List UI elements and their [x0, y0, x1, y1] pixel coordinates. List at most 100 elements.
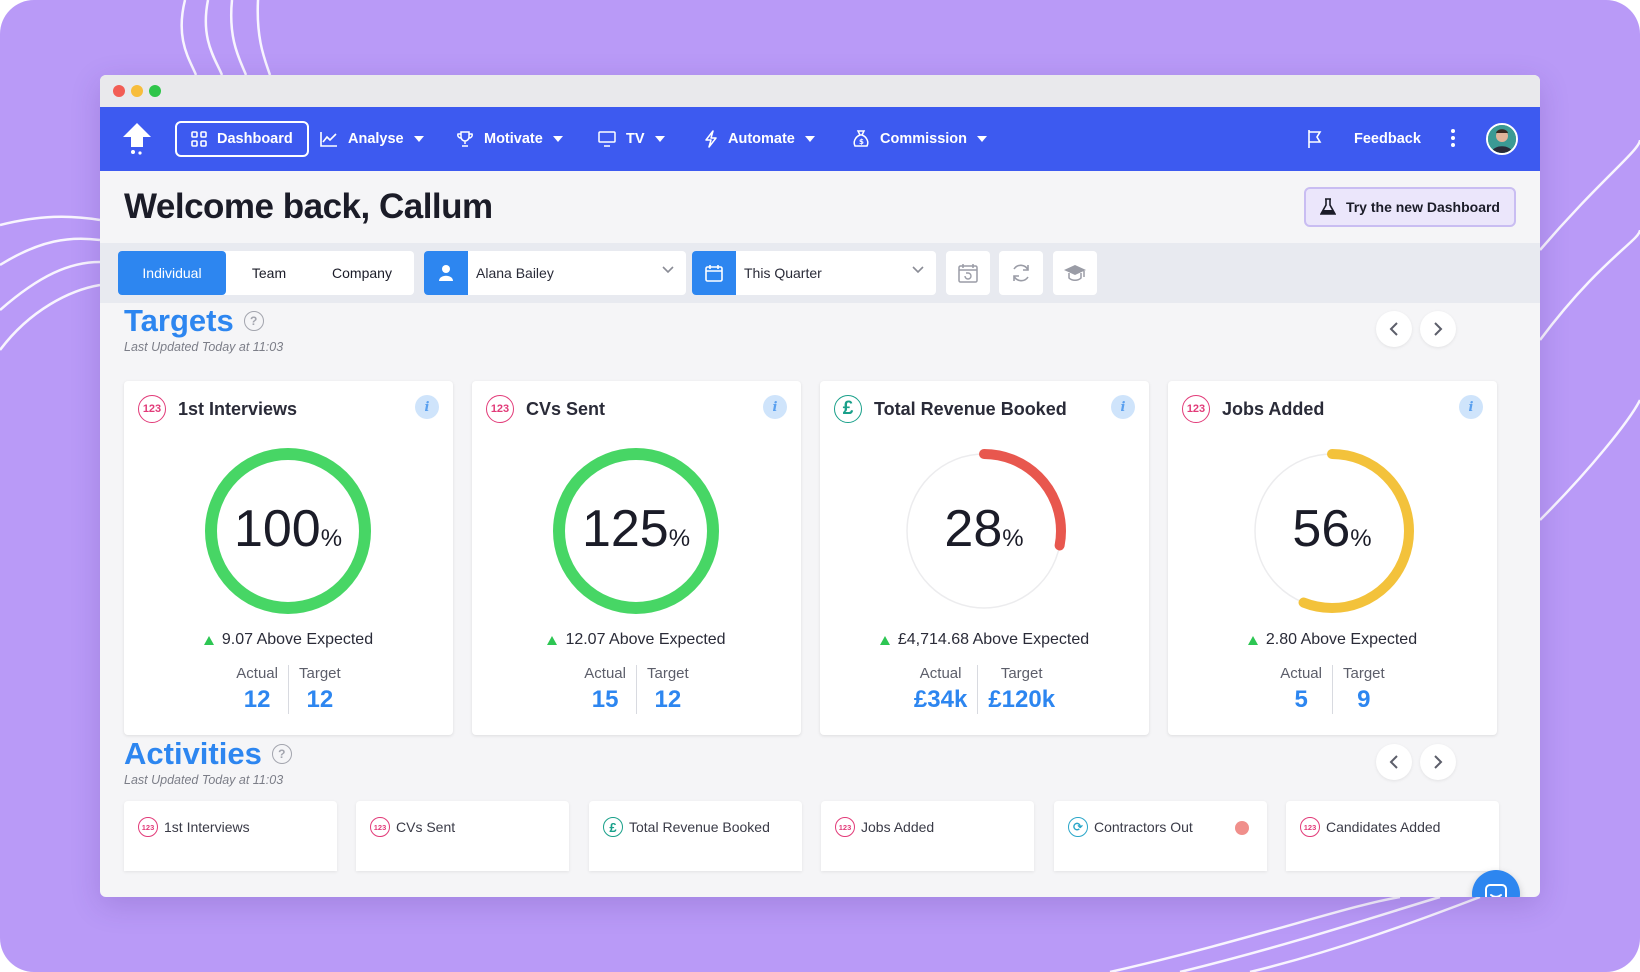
info-icon[interactable]: i: [763, 395, 787, 419]
target-value: £120k: [988, 686, 1056, 713]
count-badge-icon: 123: [138, 395, 166, 423]
try-new-dashboard-label: Try the new Dashboard: [1345, 199, 1500, 215]
try-new-dashboard-button[interactable]: Try the new Dashboard: [1303, 187, 1516, 227]
chevron-left-icon: [1389, 755, 1398, 769]
target-card[interactable]: 123 CVs Sent i 125% 12.07 Above Expected…: [472, 381, 801, 735]
activities-title: Activities ?: [124, 736, 292, 772]
nav-automate[interactable]: Automate: [704, 121, 815, 157]
nav-automate-label: Automate: [728, 131, 795, 147]
calendar-history-icon: [958, 264, 978, 283]
percent-value: 56%: [1242, 499, 1422, 569]
monitor-icon: [598, 131, 616, 147]
actual-stat: Actual 5: [1270, 665, 1332, 714]
count-badge-icon: 123: [1300, 817, 1320, 837]
progress-gauge: [1250, 449, 1414, 613]
activity-card[interactable]: £ Total Revenue Booked: [589, 801, 802, 871]
minimize-window-button[interactable]: [131, 85, 143, 97]
feedback-flag-icon[interactable]: [1306, 129, 1326, 149]
maximize-window-button[interactable]: [149, 85, 161, 97]
target-card[interactable]: 123 Jobs Added i 56% 2.80 Above Expected…: [1168, 381, 1497, 735]
more-menu-icon[interactable]: [1450, 129, 1456, 149]
tab-team[interactable]: Team: [251, 265, 287, 281]
activities-title-text: Activities: [124, 736, 262, 771]
activity-card[interactable]: 123 1st Interviews: [124, 801, 337, 871]
chat-icon: [1485, 884, 1507, 897]
calendar-icon: [705, 265, 723, 282]
above-expected: £4,714.68 Above Expected: [820, 631, 1149, 649]
count-badge-icon: 123: [835, 817, 855, 837]
target-label: Target: [1000, 665, 1043, 682]
count-badge-icon: 123: [486, 395, 514, 423]
help-icon[interactable]: ?: [243, 311, 264, 331]
money-bag-icon: $: [853, 130, 869, 147]
activity-label: 1st Interviews: [164, 819, 250, 835]
nav-tv[interactable]: TV: [598, 121, 665, 157]
target-value: 12: [306, 686, 334, 713]
percent-number: 100: [233, 500, 321, 558]
percent-value: 100%: [198, 499, 378, 569]
cycle-badge-icon: ⟳: [1068, 817, 1088, 837]
activity-label: CVs Sent: [396, 819, 456, 835]
activity-card[interactable]: 123 CVs Sent: [356, 801, 569, 871]
card-title: CVs Sent: [526, 399, 606, 419]
percent-unit: %: [1350, 525, 1372, 552]
info-icon[interactable]: i: [1459, 395, 1483, 419]
chat-button[interactable]: [1472, 870, 1520, 897]
above-expected: 9.07 Above Expected: [124, 631, 453, 649]
activity-card[interactable]: 123 Candidates Added: [1286, 801, 1499, 871]
actual-value: £34k: [913, 686, 968, 713]
targets-prev-button[interactable]: [1376, 311, 1412, 347]
help-icon[interactable]: ?: [271, 744, 292, 764]
nav-motivate[interactable]: Motivate: [456, 121, 563, 157]
chevron-right-icon: [1434, 322, 1443, 336]
period-select[interactable]: This Quarter: [692, 251, 936, 295]
info-icon[interactable]: i: [1111, 395, 1135, 419]
above-expected-text: 2.80 Above Expected: [1265, 631, 1418, 648]
compare-period-button[interactable]: [946, 251, 990, 295]
activity-card[interactable]: ⟳ Contractors Out: [1054, 801, 1267, 871]
progress-gauge: [553, 448, 719, 614]
close-window-button[interactable]: [113, 85, 125, 97]
training-button[interactable]: [1053, 251, 1097, 295]
svg-text:$: $: [859, 138, 864, 146]
nav-commission[interactable]: $ Commission: [852, 121, 988, 157]
user-avatar[interactable]: [1486, 123, 1518, 155]
refresh-button[interactable]: [999, 251, 1043, 295]
caret-down-icon: [977, 136, 988, 142]
target-stat: Target £120k: [977, 665, 1065, 714]
actual-value: 12: [243, 686, 271, 713]
percent-number: 28: [944, 500, 1003, 558]
activity-card[interactable]: 123 Jobs Added: [821, 801, 1034, 871]
targets-title: Targets ?: [124, 303, 264, 339]
target-label: Target: [647, 665, 689, 682]
target-card[interactable]: 123 1st Interviews i 100% 9.07 Above Exp…: [124, 381, 453, 735]
filter-bar: Individual Team Company Alana Bailey Thi…: [100, 243, 1540, 303]
percent-unit: %: [320, 525, 343, 552]
title-bar: [100, 75, 1540, 107]
graduation-cap-icon: [1064, 265, 1086, 281]
activities-prev-button[interactable]: [1376, 744, 1412, 780]
targets-next-button[interactable]: [1420, 311, 1456, 347]
tab-company[interactable]: Company: [332, 265, 392, 281]
nav-feedback[interactable]: Feedback: [1354, 121, 1421, 157]
actual-stat: Actual £34k: [904, 665, 977, 714]
nav-commission-label: Commission: [880, 131, 968, 147]
app-logo-icon[interactable]: [120, 121, 154, 157]
percent-value: 28%: [894, 499, 1074, 569]
tab-individual[interactable]: Individual: [118, 251, 226, 295]
user-select[interactable]: Alana Bailey: [424, 251, 686, 295]
activities-next-button[interactable]: [1420, 744, 1456, 780]
actual-value: 15: [591, 686, 619, 713]
card-title: 1st Interviews: [178, 399, 298, 419]
nav-analyse[interactable]: Analyse: [320, 121, 424, 157]
progress-gauge: [205, 448, 371, 614]
app-window: Dashboard Analyse Motivate TV Automate: [100, 75, 1540, 897]
target-card[interactable]: £ Total Revenue Booked i 28% £4,714.68 A…: [820, 381, 1149, 735]
card-stats: Actual 5 Target 9: [1168, 665, 1497, 714]
info-icon[interactable]: i: [415, 395, 439, 419]
card-stats: Actual 15 Target 12: [472, 665, 801, 714]
welcome-header: Welcome back, Callum Try the new Dashboa…: [100, 171, 1540, 243]
caret-down-icon: [804, 136, 815, 142]
activity-label: Total Revenue Booked: [629, 819, 770, 835]
nav-dashboard[interactable]: Dashboard: [175, 121, 309, 157]
